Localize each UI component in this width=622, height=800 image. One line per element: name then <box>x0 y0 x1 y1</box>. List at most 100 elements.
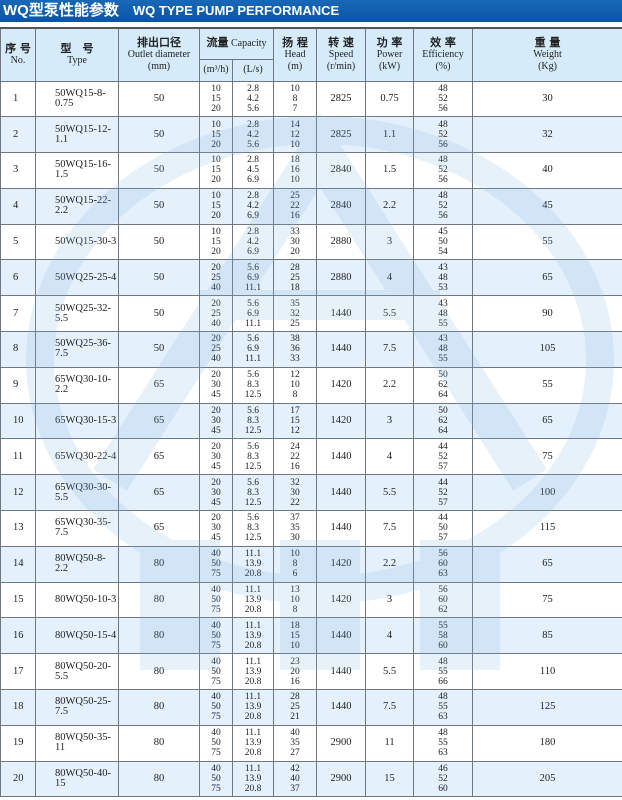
table-row: 6 50WQ25-25-4 50 20 25 40 5.6 6.9 11.1 28 25 18 2880… <box>0 259 622 297</box>
table-row: 20 80WQ50-40-15 80 40 50 75 11.1 13.9 20.8 42 40 37… <box>0 760 622 798</box>
cell-capacity-m3h-value: 40 <box>211 549 221 560</box>
cell-capacity-ls-value: 11.1 <box>244 764 262 775</box>
table-row: 8 50WQ25-36-7.5 50 20 25 40 5.6 6.9 11.1 38 36 33 14… <box>0 331 622 368</box>
cell-efficiency-value: 52 <box>438 201 448 212</box>
cell-type: 80WQ50-15-4 <box>35 617 119 655</box>
cell-efficiency-value: 48 <box>438 344 448 355</box>
cell-efficiency-value: 55 <box>438 620 448 631</box>
cell-power: 2.2 <box>365 545 415 583</box>
cell-capacity-ls-value: 5.6 <box>247 298 259 309</box>
cell-head-value: 10 <box>290 139 300 150</box>
cell-capacity-m3h-value: 30 <box>211 416 221 427</box>
cell-no: 12 <box>0 474 36 512</box>
header-speed: 转 速 Speed (r/min) <box>316 27 367 82</box>
cell-capacity-m3h-value: 20 <box>211 247 221 258</box>
cell-capacity-ls-value: 2.8 <box>247 83 259 94</box>
cell-efficiency-value: 52 <box>438 165 448 176</box>
cell-capacity-m3h-value: 20 <box>211 175 221 186</box>
cell-capacity-m3h-value: 45 <box>211 533 221 544</box>
cell-capacity-ls-value: 5.6 <box>247 441 259 452</box>
cell-head-value: 20 <box>290 666 300 677</box>
cell-weight: 75 <box>472 438 622 476</box>
cell-capacity-ls-value: 12.5 <box>244 533 262 544</box>
cell-head-value: 40 <box>290 728 300 739</box>
cell-capacity-ls: 11.1 13.9 20.8 <box>231 545 275 583</box>
cell-no: 8 <box>0 331 36 368</box>
cell-capacity-m3h: 10 15 20 <box>199 80 233 118</box>
cell-capacity-m3h-value: 15 <box>211 129 221 140</box>
cell-capacity-m3h-value: 20 <box>211 298 221 309</box>
cell-efficiency-value: 66 <box>438 676 448 687</box>
cell-efficiency: 48 52 56 <box>413 116 474 154</box>
cell-capacity-m3h-value: 20 <box>211 441 221 452</box>
cell-capacity-m3h-value: 40 <box>211 282 221 293</box>
cell-capacity-m3h-value: 40 <box>211 764 221 775</box>
cell-weight: 125 <box>472 689 622 726</box>
cell-head-value: 14 <box>290 119 300 130</box>
cell-capacity-ls: 2.8 4.2 6.9 <box>231 223 275 261</box>
cell-head-value: 16 <box>290 676 300 687</box>
cell-head-value: 22 <box>290 451 300 462</box>
cell-efficiency-value: 57 <box>438 533 448 544</box>
header-head: 扬 程 Head (m) <box>273 27 318 82</box>
cell-capacity-m3h-value: 20 <box>211 477 221 488</box>
cell-capacity-ls: 5.6 6.9 11.1 <box>231 295 275 333</box>
cell-head-value: 12 <box>290 370 300 381</box>
cell-head-value: 7 <box>292 103 298 114</box>
cell-efficiency-value: 43 <box>438 298 448 309</box>
cell-head: 13 10 8 <box>273 581 318 619</box>
table-header: 序 号 No. 型 号 Type 排出口径 Outlet diameter (mm) 流… <box>0 27 622 82</box>
cell-head-value: 36 <box>290 344 300 355</box>
cell-efficiency: 44 50 57 <box>413 510 474 547</box>
cell-capacity-m3h-value: 10 <box>211 83 221 94</box>
cell-outlet: 65 <box>118 510 200 547</box>
header-outlet: 排出口径 Outlet diameter (mm) <box>118 27 200 82</box>
cell-speed: 1440 <box>316 689 367 726</box>
table-row: 14 80WQ50-8-2.2 80 40 50 75 11.1 13.9 20.8 10 8 6 14… <box>0 545 622 583</box>
cell-capacity-ls: 11.1 13.9 20.8 <box>231 653 275 691</box>
cell-weight: 110 <box>472 653 622 691</box>
cell-no: 1 <box>0 80 36 118</box>
cell-head-value: 40 <box>290 774 300 785</box>
cell-capacity-ls: 5.6 8.3 12.5 <box>231 438 275 476</box>
cell-no: 5 <box>0 223 36 261</box>
table-row: 15 80WQ50-10-3 80 40 50 75 11.1 13.9 20.8 13 10 8 14… <box>0 581 622 619</box>
cell-capacity-ls-value: 4.2 <box>247 201 259 212</box>
table-row: 5 50WQ15-30-3 50 10 15 20 2.8 4.2 6.9 33 30 20 2880 3… <box>0 223 622 261</box>
cell-capacity-m3h-value: 75 <box>211 712 221 723</box>
cell-capacity-m3h: 20 25 40 <box>199 259 233 297</box>
cell-type: 65WQ30-30-5.5 <box>35 474 119 512</box>
cell-capacity-ls-value: 11.1 <box>244 692 262 703</box>
cell-efficiency: 48 55 66 <box>413 653 474 691</box>
cell-efficiency-value: 58 <box>438 630 448 641</box>
cell-efficiency-value: 48 <box>438 83 448 94</box>
cell-capacity-m3h: 40 50 75 <box>199 545 233 583</box>
cell-no: 20 <box>0 760 36 798</box>
cell-capacity-ls-value: 6.9 <box>247 272 259 283</box>
cell-capacity-m3h-value: 40 <box>211 620 221 631</box>
cell-capacity-ls: 5.6 6.9 11.1 <box>231 259 275 297</box>
cell-capacity-m3h-value: 40 <box>211 692 221 703</box>
cell-outlet: 80 <box>118 689 200 726</box>
cell-capacity-m3h: 20 30 45 <box>199 474 233 512</box>
cell-efficiency-value: 48 <box>438 656 448 667</box>
cell-weight: 45 <box>472 187 622 225</box>
cell-capacity-ls: 5.6 6.9 11.1 <box>231 331 275 368</box>
table-row: 18 80WQ50-25-7.5 80 40 50 75 11.1 13.9 20.8 28 25 2… <box>0 689 622 726</box>
cell-capacity-m3h-value: 20 <box>211 262 221 273</box>
cell-efficiency-value: 50 <box>438 237 448 248</box>
cell-capacity-ls-value: 5.6 <box>247 139 259 150</box>
cell-speed: 2825 <box>316 116 367 154</box>
cell-no: 2 <box>0 116 36 154</box>
cell-efficiency-value: 46 <box>438 764 448 775</box>
cell-type: 80WQ50-35-11 <box>35 724 119 762</box>
cell-capacity-ls-value: 4.2 <box>247 237 259 248</box>
cell-head-value: 8 <box>292 559 298 570</box>
cell-head-value: 18 <box>290 282 300 293</box>
cell-capacity-m3h: 20 30 45 <box>199 366 233 404</box>
cell-efficiency-value: 63 <box>438 569 448 580</box>
cell-capacity-m3h-value: 25 <box>211 344 221 355</box>
cell-capacity-ls-value: 8.3 <box>247 416 259 427</box>
cell-no: 11 <box>0 438 36 476</box>
table-row: 2 50WQ15-12-1.1 50 10 15 20 2.8 4.2 5.6 14 12 10 282… <box>0 116 622 154</box>
